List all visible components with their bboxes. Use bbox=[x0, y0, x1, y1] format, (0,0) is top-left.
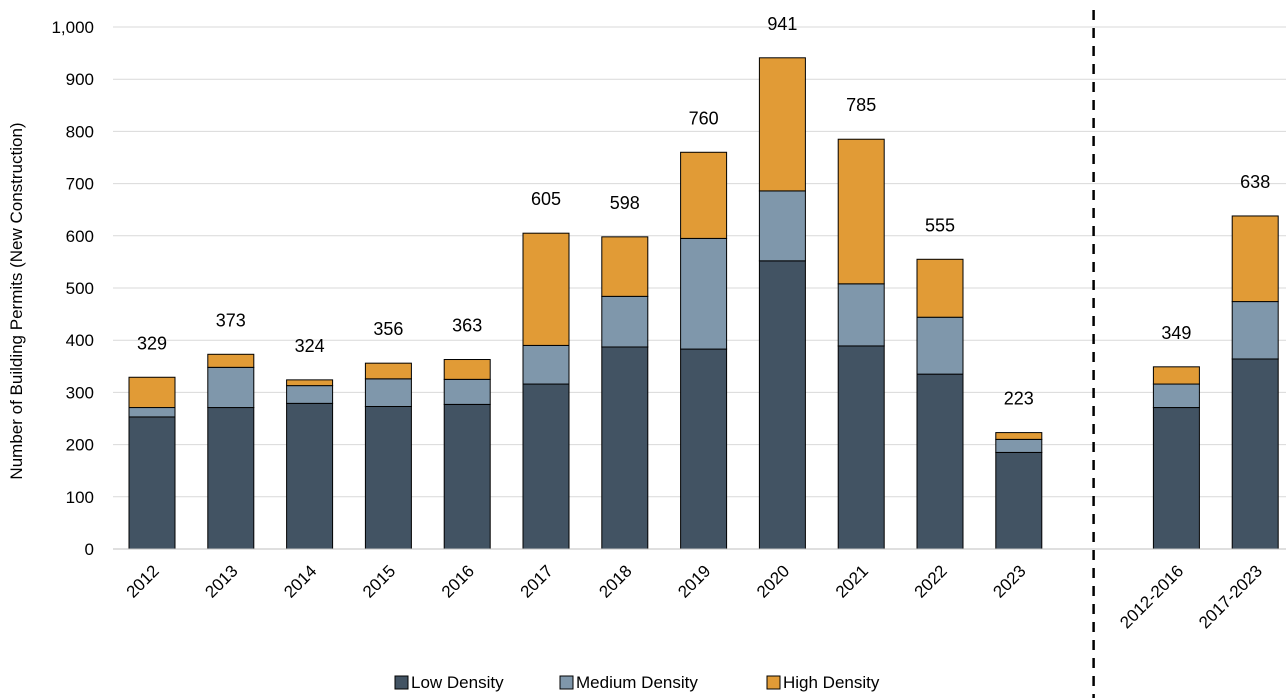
bar-segment-high-density bbox=[758, 57, 806, 192]
y-axis-title: Number of Building Permits (New Construc… bbox=[7, 122, 26, 479]
bar-segment-high-density bbox=[916, 258, 964, 318]
bar-segment-high-density bbox=[1231, 215, 1279, 303]
bar-segment-low-density bbox=[995, 451, 1043, 550]
bar-segment-high-density bbox=[837, 138, 885, 285]
x-tick-label: 2017-2023 bbox=[1195, 561, 1266, 632]
bar-segment-medium-density bbox=[364, 378, 412, 407]
bar-segment-high-density bbox=[128, 376, 176, 409]
total-label: 329 bbox=[137, 333, 167, 353]
bar-segment-high-density bbox=[286, 379, 334, 387]
legend-swatch bbox=[394, 675, 409, 690]
bar-segment-high-density bbox=[680, 151, 728, 239]
bar-segment-low-density bbox=[443, 403, 491, 550]
y-tick-label: 400 bbox=[66, 331, 94, 350]
x-tick-label: 2012-2016 bbox=[1116, 561, 1187, 632]
bar-segment-low-density bbox=[916, 373, 964, 550]
total-label: 605 bbox=[531, 189, 561, 209]
total-label: 638 bbox=[1240, 172, 1270, 192]
x-tick-label: 2014 bbox=[280, 561, 320, 601]
total-label: 349 bbox=[1161, 323, 1191, 343]
legend-label: Low Density bbox=[411, 673, 504, 692]
y-tick-label: 200 bbox=[66, 436, 94, 455]
bar-segment-low-density bbox=[1152, 407, 1200, 550]
x-tick-label: 2017 bbox=[517, 561, 557, 601]
bar-segment-low-density bbox=[680, 348, 728, 550]
total-label: 760 bbox=[689, 108, 719, 128]
bar-segment-medium-density bbox=[128, 407, 176, 418]
bar-segment-medium-density bbox=[837, 283, 885, 347]
y-tick-label: 100 bbox=[66, 488, 94, 507]
y-tick-label: 1,000 bbox=[51, 18, 94, 37]
bars bbox=[128, 57, 1279, 550]
total-label: 324 bbox=[295, 336, 325, 356]
bar-segment-high-density bbox=[522, 232, 570, 346]
total-label: 356 bbox=[373, 319, 403, 339]
bar-segment-medium-density bbox=[1231, 301, 1279, 360]
bar-segment-high-density bbox=[1152, 366, 1200, 385]
bar-segment-low-density bbox=[601, 346, 649, 550]
y-tick-label: 700 bbox=[66, 175, 94, 194]
bar-segment-medium-density bbox=[1152, 383, 1200, 409]
total-label: 223 bbox=[1004, 389, 1034, 409]
x-tick-label: 2018 bbox=[595, 561, 635, 601]
total-label: 598 bbox=[610, 193, 640, 213]
bar-segment-medium-density bbox=[995, 438, 1043, 453]
total-label: 363 bbox=[452, 316, 482, 336]
bar-segment-low-density bbox=[837, 345, 885, 550]
total-labels: 329 373 324 356 363 605 598 760 941 785 555 223 349 6… bbox=[137, 14, 1270, 409]
x-tick-label: 2020 bbox=[753, 561, 793, 601]
legend-label: Medium Density bbox=[576, 673, 698, 692]
y-tick-label: 600 bbox=[66, 227, 94, 246]
legend-label: High Density bbox=[783, 673, 880, 692]
bar-segment-medium-density bbox=[758, 190, 806, 262]
bar-segment-low-density bbox=[128, 416, 176, 550]
x-tick-label: 2023 bbox=[989, 561, 1029, 601]
y-tick-label: 500 bbox=[66, 279, 94, 298]
bar-segment-low-density bbox=[286, 402, 334, 550]
y-tick-label: 0 bbox=[85, 540, 94, 559]
legend-swatch bbox=[559, 675, 574, 690]
bar-segment-high-density bbox=[601, 236, 649, 297]
bar-segment-low-density bbox=[364, 405, 412, 550]
x-tick-label: 2012 bbox=[123, 561, 163, 601]
y-tick-label: 900 bbox=[66, 70, 94, 89]
x-tick-label: 2021 bbox=[832, 561, 872, 601]
bar-segment-medium-density bbox=[286, 385, 334, 404]
bar-segment-high-density bbox=[207, 353, 255, 368]
bar-segment-high-density bbox=[443, 359, 491, 380]
bar-segment-low-density bbox=[758, 260, 806, 550]
bar-segment-medium-density bbox=[916, 316, 964, 375]
bar-segment-low-density bbox=[207, 407, 255, 550]
bar-segment-medium-density bbox=[680, 237, 728, 350]
x-tick-label: 2022 bbox=[911, 561, 951, 601]
bar-segment-low-density bbox=[522, 383, 570, 550]
x-tick-label: 2013 bbox=[201, 561, 241, 601]
y-axis-ticks: 0 100 200 300 400 500 600 700 800 900 1,000 bbox=[51, 18, 94, 559]
bar-segment-high-density bbox=[995, 432, 1043, 440]
legend: Low Density Medium Density High Density bbox=[394, 673, 880, 692]
bar-segment-medium-density bbox=[207, 366, 255, 409]
x-tick-label: 2015 bbox=[359, 561, 399, 601]
bar-segment-high-density bbox=[364, 362, 412, 380]
y-tick-label: 300 bbox=[66, 383, 94, 402]
bar-segment-low-density bbox=[1231, 358, 1279, 550]
bar-segment-medium-density bbox=[601, 295, 649, 348]
total-label: 555 bbox=[925, 215, 955, 235]
total-label: 373 bbox=[216, 310, 246, 330]
total-label: 941 bbox=[767, 14, 797, 34]
y-tick-label: 800 bbox=[66, 122, 94, 141]
total-label: 785 bbox=[846, 95, 876, 115]
x-tick-label: 2016 bbox=[438, 561, 478, 601]
bar-segment-medium-density bbox=[522, 344, 570, 385]
bar-segment-medium-density bbox=[443, 378, 491, 405]
x-tick-label: 2019 bbox=[674, 561, 714, 601]
legend-swatch bbox=[766, 675, 781, 690]
